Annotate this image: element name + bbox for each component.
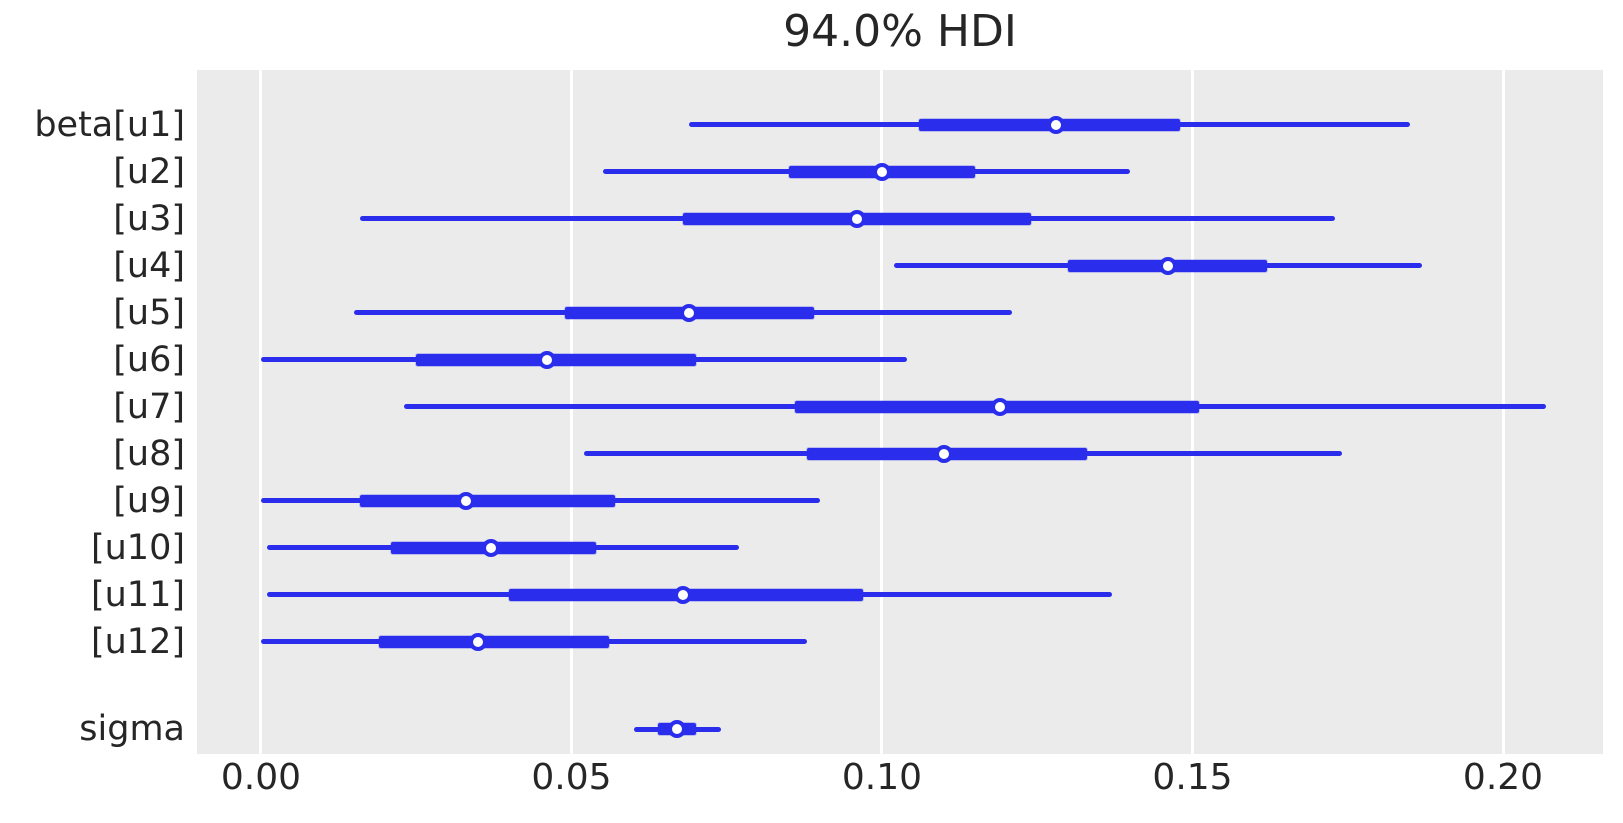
- y-label-u3: [u3]: [113, 198, 185, 239]
- median-dot-u10: [481, 538, 500, 557]
- plot-area: [197, 70, 1603, 754]
- y-label-sigma: sigma: [79, 709, 185, 750]
- quartile-line-u6: [416, 353, 696, 366]
- y-label-u4: [u4]: [113, 245, 185, 286]
- median-dot-u7: [990, 397, 1009, 416]
- y-label-u12: [u12]: [90, 621, 185, 662]
- y-label-beta-u1: beta[u1]: [34, 104, 185, 145]
- median-dot-u12: [469, 632, 488, 651]
- median-dot-u2: [872, 162, 891, 181]
- y-label-u11: [u11]: [90, 574, 185, 615]
- x-tick-label: 0.10: [841, 757, 923, 798]
- median-dot-beta-u1: [1046, 115, 1065, 134]
- x-tick-label: 0.00: [220, 757, 302, 798]
- median-dot-u3: [848, 209, 867, 228]
- y-label-u2: [u2]: [113, 151, 185, 192]
- median-dot-u11: [674, 585, 693, 604]
- quartile-line-u12: [378, 635, 609, 648]
- chart-title: 94.0% HDI: [783, 6, 1017, 57]
- gridline-x-0.00: [259, 70, 263, 754]
- median-dot-u8: [935, 444, 954, 463]
- gridline-x-0.05: [569, 70, 573, 754]
- median-dot-u5: [680, 303, 699, 322]
- quartile-line-u9: [360, 494, 615, 507]
- median-dot-sigma: [668, 720, 687, 739]
- median-dot-u9: [456, 491, 475, 510]
- y-label-u7: [u7]: [113, 386, 185, 427]
- y-label-u10: [u10]: [90, 527, 185, 568]
- gridline-x-0.20: [1501, 70, 1505, 754]
- y-label-u6: [u6]: [113, 339, 185, 380]
- y-label-u8: [u8]: [113, 433, 185, 474]
- y-label-u9: [u9]: [113, 480, 185, 521]
- median-dot-u6: [537, 350, 556, 369]
- y-label-u5: [u5]: [113, 292, 185, 333]
- x-tick-label: 0.20: [1462, 757, 1544, 798]
- median-dot-u4: [1158, 256, 1177, 275]
- x-tick-label: 0.15: [1152, 757, 1233, 798]
- x-tick-label: 0.05: [531, 757, 612, 798]
